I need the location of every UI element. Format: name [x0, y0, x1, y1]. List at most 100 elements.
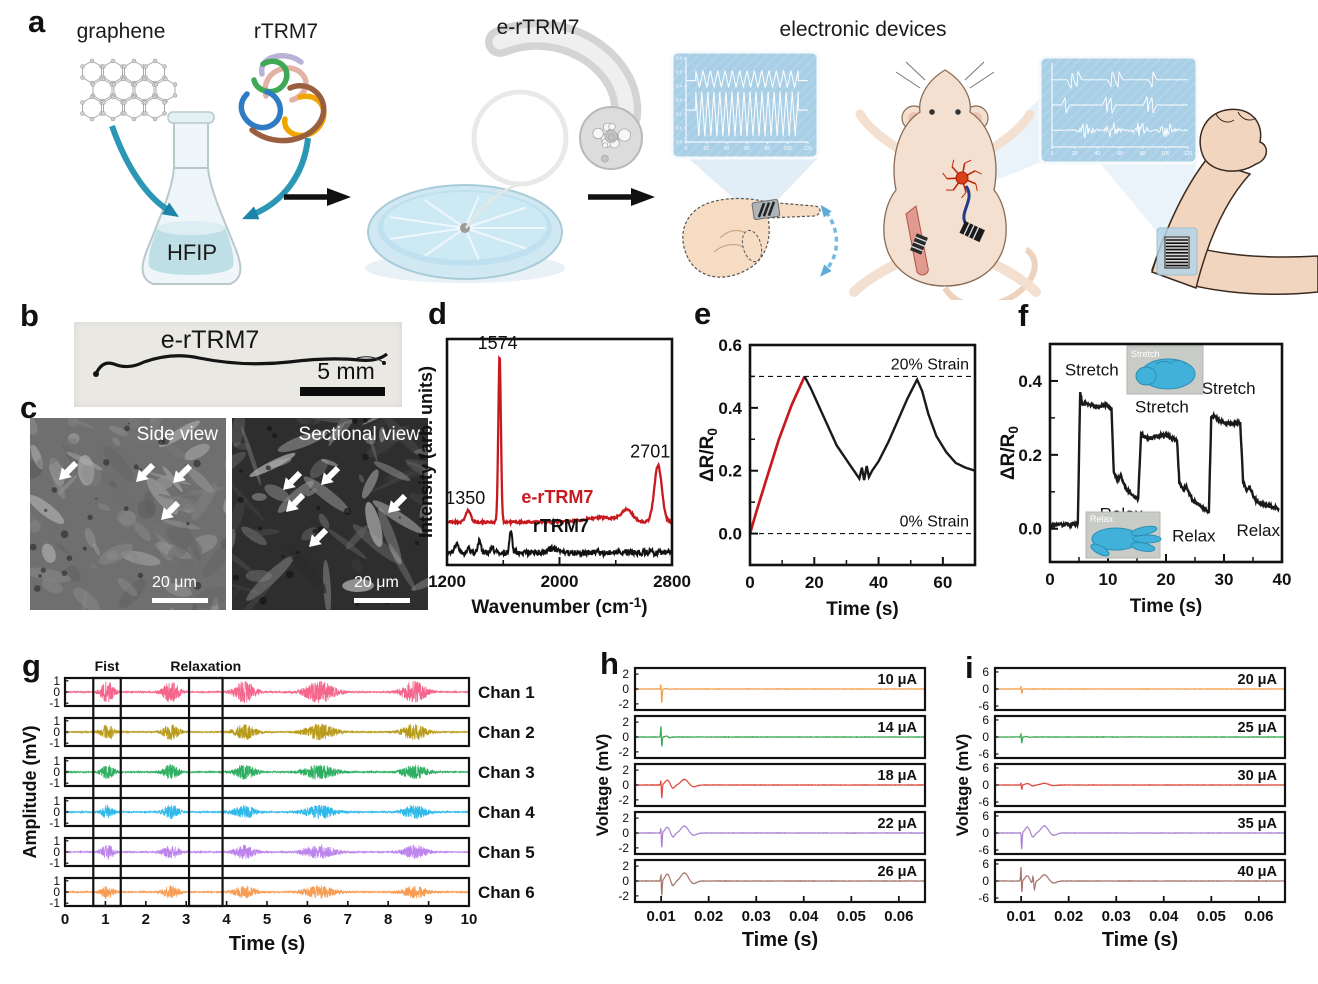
- svgI-y-tick: 6: [982, 857, 989, 871]
- svgH-current-label: 26 μA: [878, 864, 918, 880]
- inset-x-tick: 120: [804, 146, 813, 152]
- pour-arrow-right-icon: [242, 137, 311, 220]
- f-inset-caption: Stretch: [1131, 349, 1160, 359]
- stim-trace-25 μA: [994, 732, 1285, 744]
- svgI-x-tick: 0.05: [1197, 908, 1226, 925]
- mouse-illustration: [849, 61, 1041, 300]
- g-x-tick: 1: [101, 911, 109, 928]
- panel-b-sample-label: e-rTRM7: [160, 326, 260, 354]
- g-x-tick: 6: [303, 911, 311, 928]
- inset-x-tick: 120: [1184, 151, 1193, 157]
- sem-arrow-icon: [321, 465, 341, 485]
- inset-bio-trace: [1052, 96, 1188, 114]
- f-motion-label: Stretch: [1202, 379, 1256, 398]
- muscle-electrode-icon: [910, 233, 928, 255]
- inset-x-tick: 80: [765, 146, 771, 152]
- panel-f-stretch-chart: 0 10 20 30 40 0.0 0.2 0.4 Stretch Stretch Stretch R…: [998, 342, 1292, 617]
- panel-d-letter: d: [428, 296, 447, 331]
- g-y-tick: 1: [53, 714, 60, 728]
- inset-x-tick: 20: [704, 146, 710, 152]
- svgH-current-label: 10 μA: [878, 672, 918, 688]
- g-event-label: Fist: [95, 658, 120, 674]
- g-y-tick: -1: [49, 816, 60, 830]
- d-ylabel: Intensity (arb. units): [416, 366, 436, 538]
- panel-i-letter: i: [965, 650, 974, 685]
- svgH-y-tick: 2: [622, 811, 629, 825]
- svgI-ylabel: Voltage (mV): [953, 734, 972, 837]
- rtrm7-label: rTRM7: [253, 20, 319, 43]
- panel-a-schematic: 0 20 40 60 80 100 120 0.0 0.1 0.2 0.3 0.4 0.5 0.6 0 20…: [80, 19, 1318, 300]
- panel-e-strain-chart: 20% Strain 0% Strain 0 20 40 60 0.0 0.2 0.4 0.6 Ti…: [697, 336, 977, 620]
- neuron-icon: [942, 159, 982, 199]
- g-event-box: [187, 676, 224, 908]
- svgH-y-tick: 2: [622, 715, 629, 729]
- f-motion-label: Relax: [1172, 527, 1216, 546]
- f-inset-stretch-photo: Stretch: [1126, 345, 1204, 395]
- g-x-tick: 3: [182, 911, 190, 928]
- sem-arrow-icon: [286, 492, 306, 512]
- panel-b-scalebar-label: 5 mm: [317, 358, 375, 384]
- d-annotation: 2701: [630, 442, 670, 462]
- emg-Chan 5: [64, 843, 470, 861]
- svgH-y-tick: 0: [622, 730, 629, 744]
- f-motion-label: Stretch: [1135, 397, 1189, 416]
- inset-y-tick: 0.5: [676, 70, 682, 75]
- g-y-tick: 0: [53, 885, 60, 899]
- e-x-tick: 20: [805, 573, 824, 592]
- arm-illustration: [1151, 108, 1318, 295]
- svgH-x-tick: 0.04: [789, 908, 819, 925]
- svgI-y-tick: 0: [982, 778, 989, 792]
- arm-electrode-icon: [1164, 236, 1190, 269]
- g-x-tick: 5: [263, 911, 271, 928]
- f-xlabel: Time (s): [1130, 596, 1203, 617]
- d-annotation: e-rTRM7: [521, 487, 593, 507]
- e-x-tick: 0: [745, 573, 754, 592]
- sem2-scalebar: [354, 598, 410, 603]
- f-x-tick: 10: [1099, 570, 1118, 589]
- svgI-y-tick: -6: [978, 843, 989, 857]
- d-x-tick: 1200: [428, 572, 466, 591]
- g-y-tick: 0: [53, 685, 60, 699]
- svgH-y-tick: 0: [622, 874, 629, 888]
- d-annotation: 1574: [478, 333, 518, 353]
- g-y-tick: -1: [49, 696, 60, 710]
- panel-i-stimulation-chart: 6 0 -6 20 μA 6 0 -6 25 μA 6 0 -6 30 μA 6 0 -6 35 μA 6 0 -6…: [953, 665, 1287, 951]
- svgH-ylabel: Voltage (mV): [593, 734, 612, 837]
- svgH-current-label: 14 μA: [878, 720, 918, 736]
- svgI-x-tick: 0.01: [1007, 908, 1036, 925]
- svgH-y-tick: -2: [618, 841, 629, 855]
- svgH-y-tick: -2: [618, 793, 629, 807]
- svgH-x-tick: 0.01: [647, 908, 676, 925]
- finger-strain-sensor-icon: [751, 199, 781, 220]
- panel-c-letter: c: [20, 390, 38, 425]
- sectional-view-label: Sectional view: [298, 424, 420, 445]
- g-y-tick: 0: [53, 805, 60, 819]
- hfip-label: HFIP: [166, 240, 218, 265]
- f-y-tick: 0.2: [1018, 446, 1042, 465]
- emg-Chan 1: [64, 680, 470, 704]
- inset-y-tick: 0.2: [676, 112, 682, 117]
- svgH-y-tick: -2: [618, 889, 629, 903]
- g-y-tick: 1: [53, 674, 60, 688]
- svgI-y-tick: 6: [982, 665, 989, 679]
- svgH-y-tick: 0: [622, 778, 629, 792]
- e-cycling: [803, 375, 976, 482]
- inset-bio-trace: [1052, 122, 1189, 139]
- g-channel-label: Chan 3: [478, 763, 535, 782]
- f-x-tick: 40: [1273, 570, 1292, 589]
- f-motion-label: Relax: [1236, 521, 1280, 540]
- g-x-tick: 0: [61, 911, 69, 928]
- inset-y-tick: 0.1: [676, 126, 682, 131]
- beam-finger-icon: [688, 158, 818, 206]
- d-xlabel: Wavenumber (cm-1): [471, 595, 647, 618]
- g-y-tick: 0: [53, 765, 60, 779]
- stim-trace-14 μA: [634, 726, 926, 747]
- e-y-tick: 0.2: [718, 462, 742, 481]
- svgI-y-tick: -6: [978, 699, 989, 713]
- e-xlabel: Time (s): [826, 599, 899, 620]
- e-x-tick: 40: [869, 573, 888, 592]
- fiber-photo-drawing: [93, 352, 388, 377]
- raman-rTRM7: [446, 529, 673, 560]
- svgH-x-tick: 0.06: [884, 908, 913, 925]
